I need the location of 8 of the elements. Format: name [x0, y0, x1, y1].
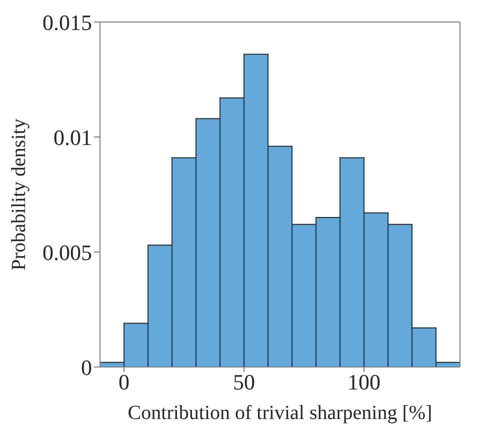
y-axis-title: Probability density	[8, 118, 30, 270]
x-tick-label: 0	[118, 370, 130, 395]
x-tick-label: 50	[233, 370, 255, 395]
x-tick-label: 100	[348, 370, 380, 395]
y-tick-label: 0.015	[42, 10, 92, 35]
x-axis-title: Contribution of trivial sharpening [%]	[128, 402, 432, 424]
y-tick-label: 0.005	[42, 240, 92, 265]
y-tick-label: 0.01	[54, 124, 92, 150]
